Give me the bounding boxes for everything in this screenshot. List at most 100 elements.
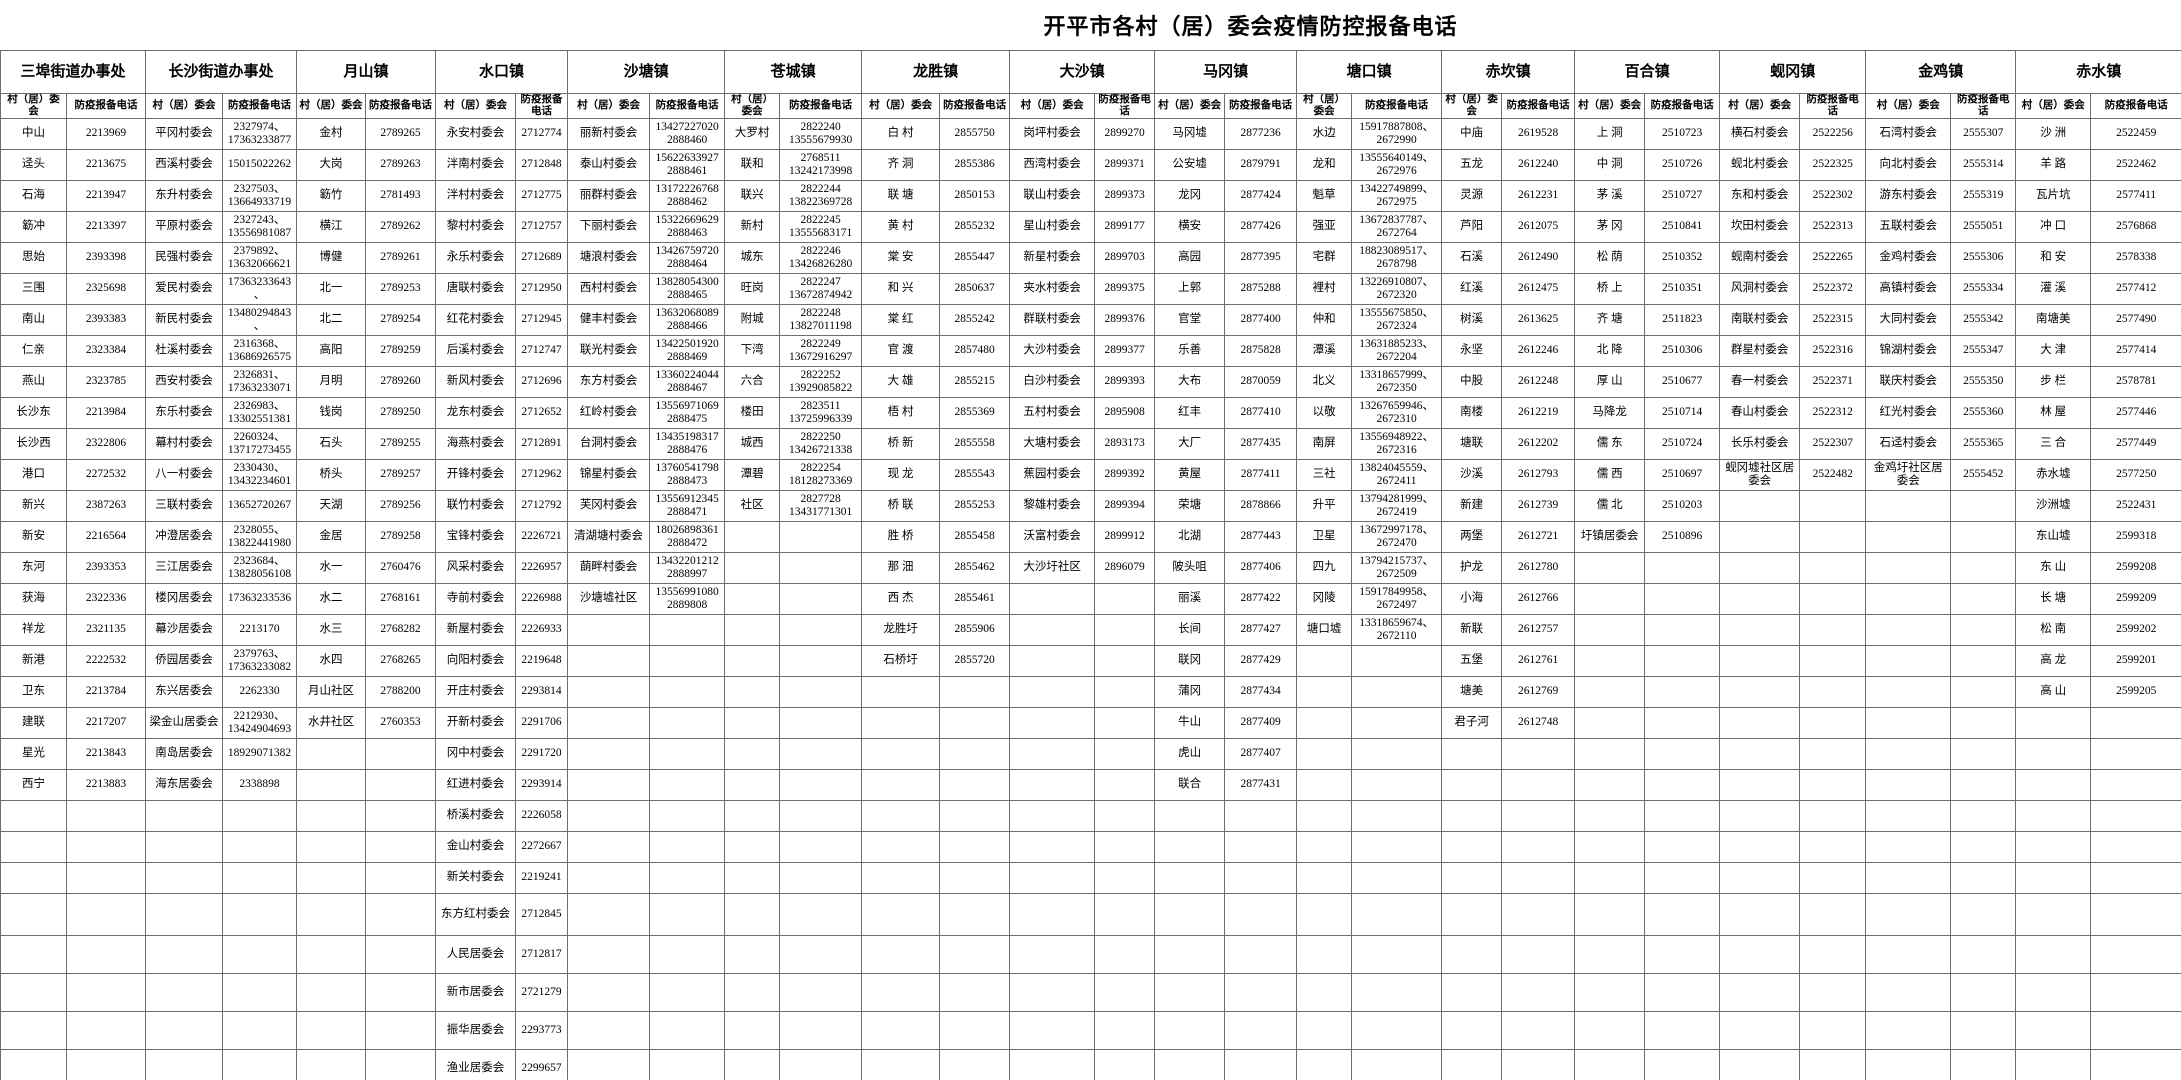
village-cell: 水三 [296, 613, 367, 646]
village-cell [1009, 1048, 1096, 1080]
phone-cell [1799, 489, 1867, 522]
village-cell [1009, 644, 1096, 677]
village-cell: 君子河 [1441, 706, 1503, 739]
village-cell: 羊 路 [2015, 148, 2092, 181]
village-cell [1865, 551, 1952, 584]
phone-cell: 2789254 [365, 303, 437, 336]
phone-cell [1094, 706, 1156, 739]
phone-cell [1950, 892, 2017, 936]
phone-cell: 2789250 [365, 396, 437, 429]
village-cell: 东兴居委会 [145, 675, 224, 708]
village-cell [1441, 1010, 1503, 1050]
village-cell: 南屏 [1296, 427, 1353, 460]
phone-cell: 2555365 [1950, 427, 2017, 460]
phone-cell [1950, 1048, 2017, 1080]
phone-cell [1224, 799, 1298, 832]
village-cell: 小海 [1441, 582, 1503, 615]
phone-cell: 2612475 [1501, 272, 1576, 305]
village-cell: 幕沙居委会 [145, 613, 224, 646]
phone-cell: 2877434 [1224, 675, 1298, 708]
village-cell: 楼田 [724, 396, 781, 429]
phone-cell [1799, 520, 1867, 553]
village-cell: 海东居委会 [145, 768, 224, 801]
phone-cell: 2612219 [1501, 396, 1576, 429]
village-cell: 齐 洞 [861, 148, 941, 181]
table-row: 新港 2222532 侨园居委会 2379763、 17363233082 水四 2768… [0, 644, 2181, 677]
village-cell [0, 799, 67, 832]
phone-cell: 13555675850、 2672324 [1351, 303, 1443, 336]
phone-cell: 2855462 [939, 551, 1011, 584]
phone-cell: 2712891 [515, 427, 569, 460]
phone-cell: 2387263 [65, 489, 147, 522]
phone-cell [1094, 613, 1156, 646]
village-cell [0, 861, 67, 894]
phone-column-header: 防疫报备电话 [1799, 93, 1867, 119]
village-cell: 冲 口 [2015, 210, 2092, 243]
phone-cell: 13422501920 2888469 [649, 334, 726, 367]
phone-cell: 2877410 [1224, 396, 1298, 429]
phone-cell: 2855558 [939, 427, 1011, 460]
phone-column-header: 防疫报备电话 [65, 93, 147, 119]
table-row: 人民居委会 2712817 [0, 934, 2181, 974]
phone-column-header: 防疫报备电话 [515, 93, 569, 119]
village-cell [724, 934, 781, 974]
phone-cell: 2555347 [1950, 334, 2017, 367]
village-cell: 爱民村委会 [145, 272, 224, 305]
village-cell [1719, 613, 1801, 646]
village-cell: 龙东村委会 [435, 396, 517, 429]
phone-cell: 2522315 [1799, 303, 1867, 336]
village-cell [861, 768, 941, 801]
village-cell [1154, 1048, 1226, 1080]
village-cell: 陂头咀 [1154, 551, 1226, 584]
village-cell: 芙冈村委会 [567, 489, 651, 522]
village-cell [0, 1048, 67, 1080]
village-cell [1719, 520, 1801, 553]
village-cell: 永安村委会 [435, 117, 517, 150]
phone-cell [1644, 644, 1721, 677]
phone-cell [649, 861, 726, 894]
village-cell: 红岭村委会 [567, 396, 651, 429]
phone-cell: 2855461 [939, 582, 1011, 615]
village-cell [567, 644, 651, 677]
village-cell: 中 洞 [1574, 148, 1646, 181]
phone-cell: 2822248 13827011198 [779, 303, 863, 336]
phone-cell: 2522265 [1799, 241, 1867, 274]
phone-cell: 2522302 [1799, 179, 1867, 212]
phone-cell: 2555360 [1950, 396, 2017, 429]
village-cell: 松 南 [2015, 613, 2092, 646]
phone-cell: 2712845 [515, 892, 569, 936]
phone-cell [365, 737, 437, 770]
table-row: 东方红村委会 2712845 [0, 892, 2181, 936]
village-cell: 石湾村委会 [1865, 117, 1952, 150]
phone-cell: 2850153 [939, 179, 1011, 212]
village-column-header: 村（居）委会 [1154, 93, 1226, 119]
village-cell: 乐善 [1154, 334, 1226, 367]
phone-cell: 2510677 [1644, 365, 1721, 398]
phone-cell [1094, 830, 1156, 863]
phone-cell: 2219241 [515, 861, 569, 894]
phone-cell: 2857480 [939, 334, 1011, 367]
phone-cell: 2895908 [1094, 396, 1156, 429]
phone-cell: 2226988 [515, 582, 569, 615]
village-cell: 游东村委会 [1865, 179, 1952, 212]
table-row: 祥龙 2321135 幕沙居委会 2213170 水三 2768282 新屋村委会 22269… [0, 613, 2181, 646]
phone-cell [1351, 972, 1443, 1012]
village-cell: 白沙村委会 [1009, 365, 1096, 398]
table-row: 东河 2393353 三江居委会 2323684、 13828056108 水一 2760… [0, 551, 2181, 584]
village-cell [1441, 934, 1503, 974]
village-cell: 高园 [1154, 241, 1226, 274]
village-cell [1865, 737, 1952, 770]
village-cell: 圩镇居委会 [1574, 520, 1646, 553]
village-cell [1865, 675, 1952, 708]
phone-cell: 2260324、 13717273455 [222, 427, 298, 460]
phone-cell [1094, 934, 1156, 974]
village-cell [296, 830, 367, 863]
phone-cell: 2855369 [939, 396, 1011, 429]
village-cell: 和 安 [2015, 241, 2092, 274]
village-cell [1009, 613, 1096, 646]
phone-cell [649, 1048, 726, 1080]
village-cell: 北二 [296, 303, 367, 336]
village-cell [567, 934, 651, 974]
phone-cell [939, 1048, 1011, 1080]
phone-cell: 2619528 [1501, 117, 1576, 150]
